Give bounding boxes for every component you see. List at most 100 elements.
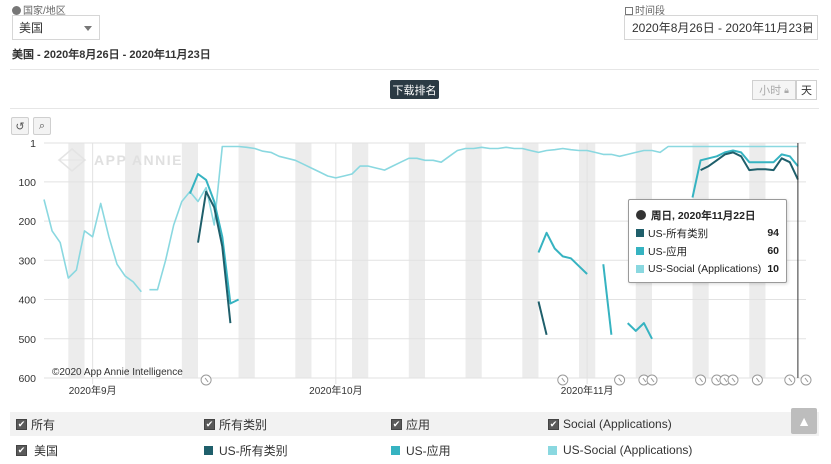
event-marker-icon bbox=[614, 374, 626, 386]
x-tick-label: 2020年10月 bbox=[309, 384, 362, 397]
y-tick-label: 400 bbox=[18, 295, 36, 307]
watermark: APP ANNIE bbox=[57, 148, 181, 172]
event-marker-icon bbox=[638, 374, 650, 386]
tooltip-row: US-Social (Applications) 10 bbox=[636, 260, 779, 278]
series-swatch bbox=[636, 265, 644, 273]
period-select[interactable]: 2020年8月26日 - 2020年11月23日 bbox=[624, 15, 818, 40]
legend-series-us-social[interactable]: US-Social (Applications) bbox=[548, 443, 692, 457]
event-marker-glyph bbox=[699, 377, 703, 383]
chevron-down-icon bbox=[84, 26, 92, 31]
event-marker-icon bbox=[646, 374, 658, 386]
event-marker-glyph bbox=[642, 377, 647, 383]
series-swatch bbox=[391, 445, 400, 455]
legend-row-label: 美国 bbox=[34, 443, 59, 458]
event-marker-glyph bbox=[756, 377, 760, 383]
legend-checkbox-all-categories[interactable]: ✔ 所有类别 bbox=[204, 416, 267, 433]
tooltip-row: US-应用 60 bbox=[636, 242, 779, 260]
x-tick-label: 2020年11月 bbox=[561, 384, 614, 397]
legend-series-label: US-所有类别 bbox=[219, 443, 288, 458]
page-subtitle: 美国 - 2020年8月26日 - 2020年11月23日 bbox=[12, 49, 211, 61]
checkbox-icon: ✔ bbox=[548, 418, 559, 430]
legend-series-row: ✔ 美国 US-所有类别 US-应用 US-Social (Application… bbox=[10, 438, 819, 462]
checkbox-icon: ✔ bbox=[391, 418, 402, 430]
checkbox-icon: ✔ bbox=[204, 418, 215, 430]
tooltip-series-value: 60 bbox=[767, 245, 779, 257]
country-select-value: 美国 bbox=[19, 21, 44, 35]
series-line bbox=[188, 173, 240, 305]
legend-series-us-apps[interactable]: US-应用 bbox=[391, 442, 451, 459]
checkbox-icon: ✔ bbox=[16, 444, 27, 456]
divider bbox=[10, 69, 819, 70]
y-tick-label: 300 bbox=[18, 255, 36, 267]
legend-header-label: 所有类别 bbox=[219, 417, 268, 432]
hour-toggle[interactable]: 小时 🔒︎ bbox=[752, 80, 796, 100]
series-line bbox=[537, 231, 588, 275]
legend-series-us-all-categories[interactable]: US-所有类别 bbox=[204, 442, 288, 459]
chevron-down-icon bbox=[803, 26, 811, 31]
chevron-up-icon: ▲ bbox=[797, 413, 811, 429]
tooltip-series-name: US-Social (Applications) bbox=[648, 263, 762, 275]
series-line bbox=[700, 151, 799, 180]
legend-header-label: Social (Applications) bbox=[563, 417, 672, 431]
event-marker-icon bbox=[727, 374, 739, 386]
legend-checkbox-us[interactable]: ✔ 美国 bbox=[16, 442, 58, 459]
event-marker-glyph bbox=[788, 377, 793, 383]
undo-icon: ↺ bbox=[15, 120, 25, 133]
event-marker-icon bbox=[557, 374, 569, 386]
legend: ✔ 所有 ✔ 所有类别 ✔ 应用 ✔ Social (Applications) ✔ 美国… bbox=[10, 410, 819, 464]
period-select-value: 2020年8月26日 - 2020年11月23日 bbox=[632, 21, 814, 35]
legend-checkbox-all[interactable]: ✔ 所有 bbox=[16, 416, 55, 433]
series-swatch bbox=[636, 229, 644, 237]
event-marker-glyph bbox=[723, 377, 728, 383]
legend-header-row: ✔ 所有 ✔ 所有类别 ✔ 应用 ✔ Social (Applications) bbox=[10, 412, 819, 436]
series-line bbox=[149, 145, 798, 291]
event-marker-icon bbox=[695, 374, 707, 386]
copyright: ©2020 App Annie Intelligence bbox=[52, 367, 183, 378]
country-label: 国家/地区 bbox=[12, 2, 66, 17]
tooltip-row: US-所有类别 94 bbox=[636, 224, 779, 242]
tooltip-series-name: US-所有类别 bbox=[648, 227, 709, 240]
series-line bbox=[627, 322, 653, 340]
legend-checkbox-apps[interactable]: ✔ 应用 bbox=[391, 416, 430, 433]
day-toggle[interactable]: 天 bbox=[796, 80, 817, 100]
divider bbox=[10, 108, 819, 109]
y-tick-label: 100 bbox=[18, 177, 36, 189]
legend-header-label: 应用 bbox=[406, 417, 431, 432]
zoom-button[interactable]: ⌕ bbox=[33, 117, 51, 135]
metric-pill[interactable]: 下载排名 bbox=[390, 80, 439, 99]
period-label: 时间段 bbox=[625, 2, 665, 17]
legend-header-label: 所有 bbox=[31, 417, 56, 432]
scroll-to-top-button[interactable]: ▲ bbox=[791, 408, 817, 434]
calendar-icon bbox=[625, 7, 633, 15]
series-line bbox=[43, 199, 142, 293]
checkbox-icon: ✔ bbox=[16, 418, 27, 430]
globe-icon bbox=[636, 210, 646, 220]
y-tick-label: 1 bbox=[30, 138, 36, 150]
tooltip-series-name: US-应用 bbox=[648, 245, 688, 258]
legend-checkbox-social[interactable]: ✔ Social (Applications) bbox=[548, 417, 672, 431]
diamond-logo-icon bbox=[57, 148, 87, 172]
tooltip-series-value: 10 bbox=[767, 263, 779, 275]
tooltip-header: 周日, 2020年11月22日 bbox=[636, 206, 779, 224]
series-line bbox=[537, 301, 548, 336]
event-marker-glyph bbox=[715, 377, 720, 383]
event-marker-icon bbox=[751, 374, 763, 386]
event-marker-glyph bbox=[650, 377, 655, 383]
series-line bbox=[197, 190, 232, 324]
x-tick-label: 2020年9月 bbox=[69, 384, 117, 397]
reset-zoom-button[interactable]: ↺ bbox=[11, 117, 29, 135]
tooltip-series-value: 94 bbox=[767, 227, 779, 239]
series-line bbox=[691, 149, 799, 198]
series-line bbox=[602, 264, 613, 335]
lock-icon: 🔒︎ bbox=[784, 84, 789, 95]
hour-toggle-label: 小时 bbox=[759, 85, 782, 97]
event-marker-glyph bbox=[618, 377, 622, 383]
event-marker-icon bbox=[800, 374, 812, 386]
legend-series-label: US-应用 bbox=[406, 443, 451, 458]
globe-icon bbox=[12, 6, 21, 15]
series-swatch bbox=[636, 247, 644, 255]
country-select[interactable]: 美国 bbox=[12, 15, 100, 40]
y-tick-label: 500 bbox=[18, 334, 36, 346]
y-tick-label: 600 bbox=[18, 373, 36, 385]
zoom-icon: ⌕ bbox=[38, 119, 46, 132]
